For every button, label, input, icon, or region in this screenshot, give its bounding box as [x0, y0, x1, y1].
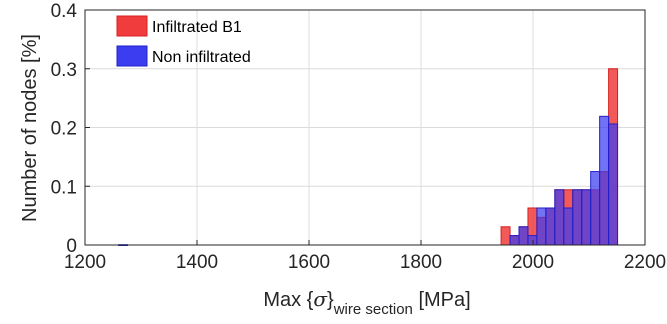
x-axis-title: Max {σ}wire section [MPa] — [263, 287, 470, 318]
y-tick-label: 0 — [66, 236, 77, 257]
x-tick-label: 2000 — [512, 252, 554, 273]
legend-swatch-non-infiltrated — [116, 45, 148, 67]
bar-non-infiltrated — [536, 207, 547, 246]
y-tick-label: 0.4 — [51, 1, 78, 22]
bar-non-infiltrated — [608, 123, 619, 246]
bar-non-infiltrated — [518, 226, 529, 246]
x-axis-title-unit: [MPa] — [413, 289, 471, 311]
legend: Infiltrated B1 Non infiltrated — [116, 15, 251, 67]
bar-non-infiltrated — [554, 189, 565, 246]
bar-non-infiltrated — [545, 207, 556, 246]
legend-label-non-infiltrated: Non infiltrated — [152, 49, 251, 66]
bar-non-infiltrated — [527, 235, 538, 246]
x-axis-title-sigma: σ — [313, 287, 328, 311]
bar-non-infiltrated — [563, 207, 574, 246]
x-tick-labels: 1200 1400 1600 1800 2000 2200 — [64, 252, 666, 273]
legend-label-infiltrated-b1: Infiltrated B1 — [152, 19, 242, 36]
y-tick-label: 0.3 — [51, 60, 77, 81]
bar-non-infiltrated — [599, 115, 610, 246]
y-tick-label: 0.2 — [51, 119, 77, 140]
x-tick-label: 1400 — [176, 252, 218, 273]
bar-non-infiltrated — [581, 189, 592, 246]
y-tick-labels: 0 0.1 0.2 0.3 0.4 — [51, 1, 78, 257]
x-axis-title-close: } — [327, 289, 334, 311]
y-axis-title: Number of nodes [%] — [19, 34, 41, 222]
x-axis-title-subscript: wire section — [333, 301, 413, 318]
legend-swatch-infiltrated-b1 — [116, 15, 148, 37]
bar-non-infiltrated — [590, 171, 601, 246]
bar-infiltrated-b1 — [500, 226, 511, 246]
axis-ticks — [84, 9, 646, 246]
x-axis-title-prefix: Max { — [263, 289, 313, 311]
series-non-infiltrated-bars — [118, 115, 619, 247]
bar-non-infiltrated — [572, 189, 583, 246]
bar-non-infiltrated — [509, 235, 520, 246]
x-tick-label: 2200 — [624, 252, 666, 273]
x-tick-label: 1800 — [400, 252, 442, 273]
x-tick-label: 1600 — [288, 252, 330, 273]
y-tick-label: 0.1 — [51, 177, 77, 198]
x-tick-label: 1200 — [64, 252, 106, 273]
